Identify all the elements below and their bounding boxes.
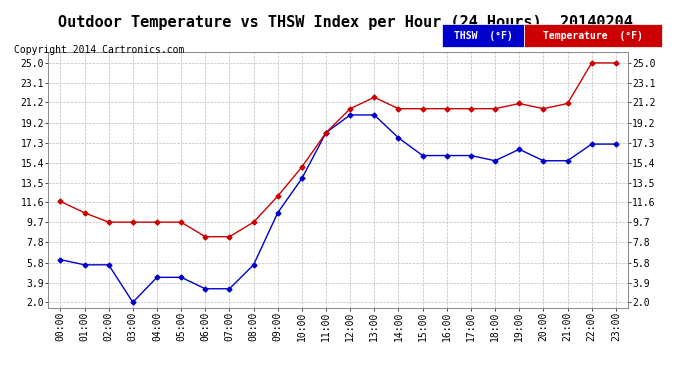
Text: THSW  (°F): THSW (°F) bbox=[453, 31, 513, 40]
Text: Temperature  (°F): Temperature (°F) bbox=[544, 31, 643, 40]
Text: Outdoor Temperature vs THSW Index per Hour (24 Hours)  20140204: Outdoor Temperature vs THSW Index per Ho… bbox=[57, 15, 633, 30]
Text: Copyright 2014 Cartronics.com: Copyright 2014 Cartronics.com bbox=[14, 45, 184, 55]
